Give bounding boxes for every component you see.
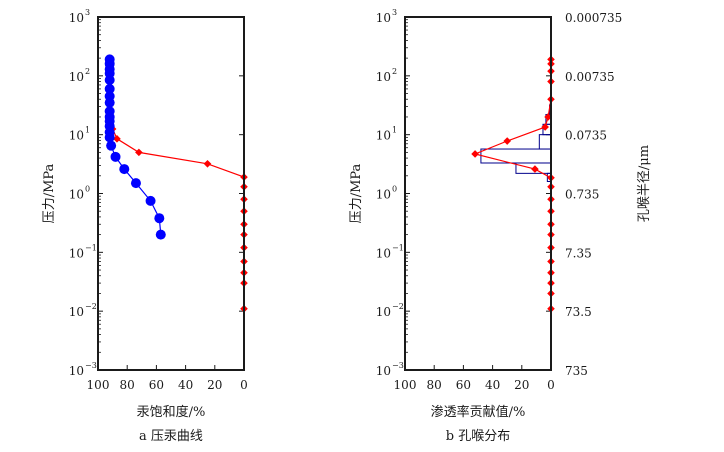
series-line-contribution bbox=[473, 59, 552, 309]
panel-b-series bbox=[471, 55, 555, 313]
panel-a-series bbox=[104, 54, 248, 313]
x-tick-label: 60 bbox=[149, 378, 164, 392]
panel-a-y-axis-label: 压力/MPa bbox=[42, 163, 57, 223]
data-point-circle bbox=[104, 97, 115, 108]
data-point-diamond bbox=[503, 137, 511, 145]
y-tick-label: 10 bbox=[69, 246, 84, 260]
y-tick-exponent: −1 bbox=[85, 243, 97, 252]
y-tick-exponent: 2 bbox=[85, 67, 90, 76]
x-tick-label: 40 bbox=[485, 378, 500, 392]
right-tick-label: 0.000735 bbox=[565, 11, 622, 25]
panel-b-x-axis-label: 渗透率贡献值/% bbox=[431, 404, 526, 420]
data-point-circle bbox=[106, 140, 117, 151]
x-tick-label: 40 bbox=[178, 378, 193, 392]
y-tick-label: 10 bbox=[376, 246, 391, 260]
panel-b-caption: b 孔喉分布 bbox=[446, 429, 510, 444]
y-tick-exponent: −3 bbox=[85, 361, 97, 370]
data-point-circle bbox=[130, 178, 141, 189]
panel-a-x-ticks: 100 80 60 40 20 0 bbox=[87, 365, 248, 392]
panel-b-y-axis-label: 压力/MPa bbox=[349, 163, 364, 223]
y-tick-exponent: 3 bbox=[392, 8, 397, 17]
series-line-extrusion bbox=[109, 59, 162, 235]
y-tick-label: 10 bbox=[376, 188, 391, 202]
data-point-circle bbox=[155, 229, 166, 240]
y-tick-exponent: 0 bbox=[392, 185, 397, 194]
x-tick-label: 80 bbox=[427, 378, 442, 392]
y-tick-label: 10 bbox=[376, 11, 391, 25]
y-tick-label: 10 bbox=[69, 70, 84, 84]
y-tick-label: 10 bbox=[376, 364, 391, 378]
panel-b-histogram bbox=[480, 104, 552, 182]
data-point-circle bbox=[104, 132, 115, 143]
data-point-diamond bbox=[113, 135, 121, 143]
panel-b-frame bbox=[404, 16, 552, 371]
series-line-intrusion bbox=[112, 128, 245, 309]
y-tick-label: 10 bbox=[376, 129, 391, 143]
y-tick-exponent: 0 bbox=[85, 185, 90, 194]
data-point-circle bbox=[145, 195, 156, 206]
panel-b-right-ticks: 0.000735 0.00735 0.0735 0.735 7.35 73.5 735 bbox=[546, 11, 622, 378]
panel-a-x-axis-label: 汞饱和度/% bbox=[137, 404, 206, 420]
y-tick-exponent: −2 bbox=[85, 302, 97, 311]
data-point-circle bbox=[154, 213, 165, 224]
data-point-circle bbox=[104, 83, 115, 94]
x-tick-label: 20 bbox=[207, 378, 222, 392]
right-tick-label: 0.735 bbox=[565, 188, 599, 202]
y-tick-exponent: −1 bbox=[392, 243, 404, 252]
data-point-diamond bbox=[544, 113, 552, 121]
x-tick-label: 60 bbox=[456, 378, 471, 392]
data-point-diamond bbox=[203, 159, 212, 168]
data-point-circle bbox=[119, 164, 130, 175]
y-tick-label: 10 bbox=[69, 364, 84, 378]
right-tick-label: 0.00735 bbox=[565, 70, 615, 84]
right-tick-label: 7.35 bbox=[565, 246, 592, 260]
right-tick-label: 0.0735 bbox=[565, 129, 607, 143]
panel-a-frame bbox=[97, 16, 245, 371]
x-tick-label: 0 bbox=[240, 378, 248, 392]
y-tick-exponent: −2 bbox=[392, 302, 404, 311]
y-tick-label: 10 bbox=[376, 305, 391, 319]
y-tick-label: 10 bbox=[69, 129, 84, 143]
y-tick-exponent: 1 bbox=[85, 126, 90, 135]
y-tick-exponent: 1 bbox=[392, 126, 397, 135]
y-tick-label: 10 bbox=[69, 11, 84, 25]
x-tick-label: 100 bbox=[394, 378, 417, 392]
y-tick-exponent: −3 bbox=[392, 361, 404, 370]
data-point-diamond bbox=[135, 148, 143, 157]
data-point-diamond bbox=[541, 123, 549, 131]
right-tick-label: 73.5 bbox=[565, 305, 592, 319]
y-tick-label: 10 bbox=[376, 70, 391, 84]
panel-a-caption: a 压汞曲线 bbox=[139, 429, 203, 444]
y-tick-label: 10 bbox=[69, 188, 84, 202]
data-point-diamond bbox=[531, 165, 539, 173]
data-point-circle bbox=[104, 74, 115, 85]
x-tick-label: 100 bbox=[87, 378, 110, 392]
histogram-bar bbox=[538, 134, 552, 150]
data-point-circle bbox=[110, 151, 121, 162]
y-tick-label: 10 bbox=[69, 305, 84, 319]
panel-b-x-ticks: 100 80 60 40 20 0 bbox=[394, 365, 555, 392]
y-tick-exponent: 3 bbox=[85, 8, 90, 17]
x-tick-label: 80 bbox=[120, 378, 135, 392]
x-tick-label: 20 bbox=[514, 378, 529, 392]
x-tick-label: 0 bbox=[547, 378, 555, 392]
histogram-bar bbox=[480, 148, 552, 164]
y-tick-exponent: 2 bbox=[392, 67, 397, 76]
panel-b-right-axis-label: 孔喉半径/μm bbox=[637, 145, 652, 222]
right-tick-label: 735 bbox=[565, 364, 588, 378]
data-point-diamond bbox=[471, 150, 479, 158]
